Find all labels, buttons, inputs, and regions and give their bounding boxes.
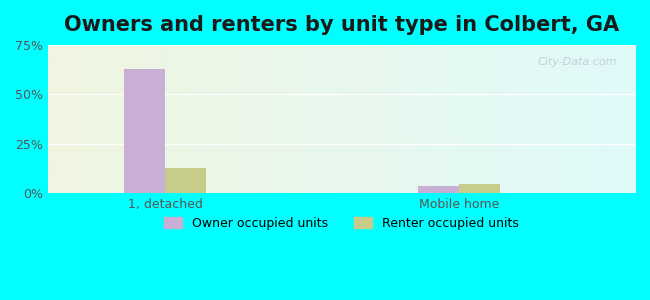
Bar	[459, 184, 500, 193]
Bar	[418, 186, 459, 193]
Bar	[165, 168, 207, 193]
Bar	[124, 69, 165, 193]
Text: City-Data.com: City-Data.com	[538, 57, 617, 67]
Title: Owners and renters by unit type in Colbert, GA: Owners and renters by unit type in Colbe…	[64, 15, 619, 35]
Legend: Owner occupied units, Renter occupied units: Owner occupied units, Renter occupied un…	[159, 212, 524, 235]
